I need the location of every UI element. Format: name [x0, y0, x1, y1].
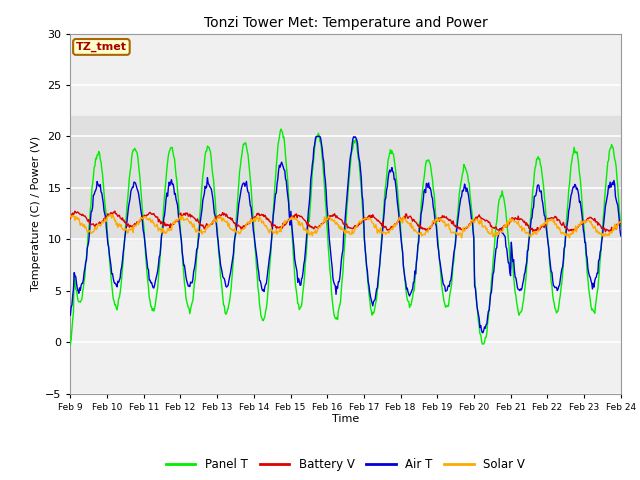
X-axis label: Time: Time	[332, 414, 359, 424]
Title: Tonzi Tower Met: Temperature and Power: Tonzi Tower Met: Temperature and Power	[204, 16, 488, 30]
Y-axis label: Temperature (C) / Power (V): Temperature (C) / Power (V)	[31, 136, 41, 291]
Bar	[70, 116, 621, 240]
Text: TZ_tmet: TZ_tmet	[76, 42, 127, 52]
Legend: Panel T, Battery V, Air T, Solar V: Panel T, Battery V, Air T, Solar V	[161, 454, 530, 476]
